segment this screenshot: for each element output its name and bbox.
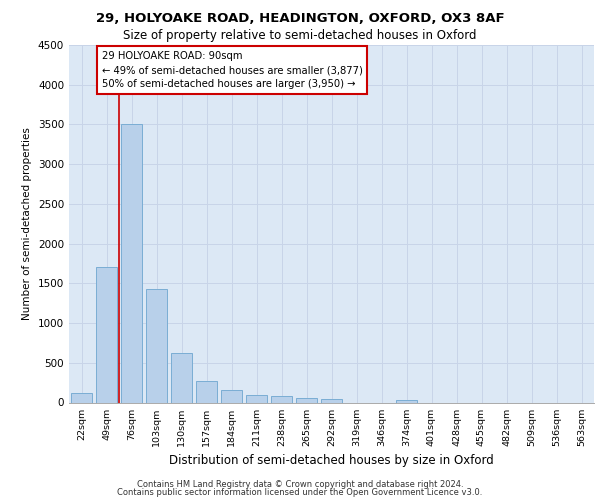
Text: Size of property relative to semi-detached houses in Oxford: Size of property relative to semi-detach… (123, 29, 477, 42)
Bar (146, 289, 167, 403)
Bar (246, 394, 267, 402)
Y-axis label: Number of semi-detached properties: Number of semi-detached properties (22, 128, 32, 320)
Bar (171, 353, 192, 403)
Bar (271, 396, 292, 402)
Bar (221, 390, 242, 402)
X-axis label: Distribution of semi-detached houses by size in Oxford: Distribution of semi-detached houses by … (169, 454, 494, 467)
Bar (96, 268, 117, 402)
Text: Contains HM Land Registry data © Crown copyright and database right 2024.: Contains HM Land Registry data © Crown c… (137, 480, 463, 489)
Bar (296, 398, 317, 402)
Bar (71, 393, 92, 402)
Text: 29 HOLYOAKE ROAD: 90sqm
← 49% of semi-detached houses are smaller (3,877)
50% of: 29 HOLYOAKE ROAD: 90sqm ← 49% of semi-de… (101, 52, 362, 90)
Bar (396, 400, 417, 402)
Text: Contains public sector information licensed under the Open Government Licence v3: Contains public sector information licen… (118, 488, 482, 497)
Bar (321, 399, 342, 402)
Text: 29, HOLYOAKE ROAD, HEADINGTON, OXFORD, OX3 8AF: 29, HOLYOAKE ROAD, HEADINGTON, OXFORD, O… (95, 12, 505, 26)
Bar (196, 381, 217, 402)
Bar (121, 124, 142, 402)
